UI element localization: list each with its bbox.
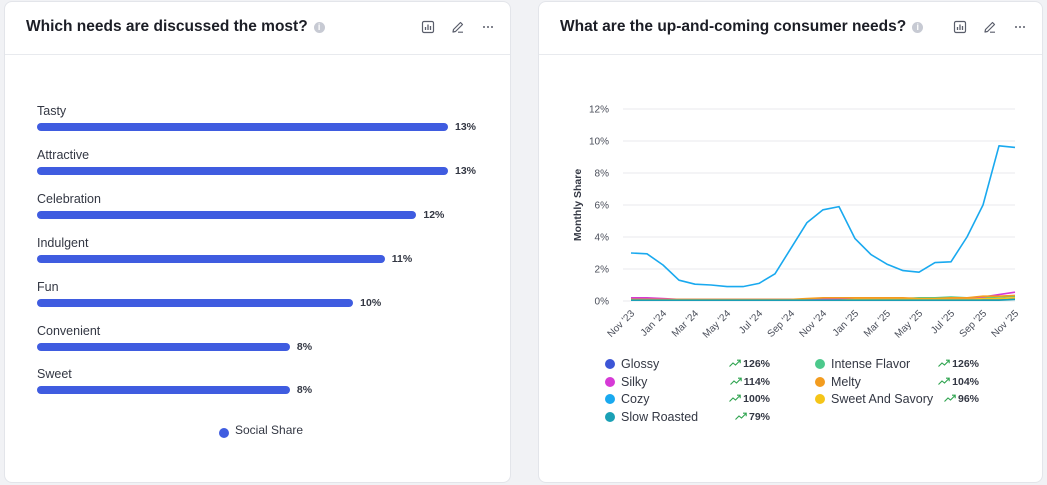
bar[interactable] [37,166,448,175]
x-tick-label: Nov '23 [606,308,638,340]
legend-label-intense-flavor[interactable]: Intense Flavor [831,357,911,371]
bar-label: Indulgent [37,235,89,250]
card-title: Which needs are discussed the most? i [26,18,325,36]
legend-label-social-share: Social Share [235,423,304,437]
upcoming-needs-card: What are the up-and-coming consumer need… [538,1,1043,483]
y-tick-label: 2% [595,265,610,276]
legend-growth-cozy: 100% [729,393,770,405]
bar[interactable] [37,254,385,263]
legend-label-silky[interactable]: Silky [621,374,648,389]
legend-label-slow-roasted[interactable]: Slow Roasted [621,410,699,425]
legend-growth-silky: 114% [729,376,770,388]
legend-growth-intense-flavor: 126% [938,358,979,370]
bar-value-label: 11% [391,252,413,265]
y-tick-label: 12% [589,105,609,116]
legend-swatch-silky [605,376,615,387]
y-tick-label: 4% [595,233,610,244]
legend-swatch-social-share [219,428,229,438]
bar-value-label: 13% [455,121,477,133]
legend-growth-glossy: 126% [729,358,770,370]
bar-label: Tasty [37,104,67,118]
legend-swatch-melty [815,376,825,387]
y-tick-label: 0% [595,297,610,308]
legend-swatch-slow-roasted [605,412,615,423]
bar[interactable] [37,298,354,307]
x-tick-label: Mar '24 [670,308,701,339]
card-actions [420,19,496,35]
x-tick-label: Jul '25 [929,308,957,336]
bar-value-label: 13% [455,164,477,177]
bar-label: Sweet [37,367,72,382]
series-line-slow-roasted[interactable] [631,298,1016,301]
bar-label: Celebration [37,191,101,206]
legend-label-cozy[interactable]: Cozy [621,392,650,407]
legend-growth-slow-roasted: 79% [735,411,770,423]
x-tick-label: Jul '24 [737,308,765,336]
legend-growth-melty: 104% [938,376,979,388]
chart-type-icon[interactable] [420,19,436,35]
legend-label-sweet-and-savory[interactable]: Sweet And Savory [831,392,934,407]
x-tick-label: May '25 [893,308,926,341]
bar-label: Fun [37,279,59,294]
x-tick-label: Jan '25 [831,308,862,339]
card-title: What are the up-and-coming consumer need… [560,18,924,36]
legend-label-melty[interactable]: Melty [831,374,861,389]
x-tick-label: Mar '25 [862,308,893,339]
y-axis-label: Monthly Share [572,169,584,242]
legend-swatch-sweet-and-savory [815,394,825,405]
y-tick-label: 6% [595,201,610,212]
bar-value-label: 8% [296,384,313,397]
bar-value-label: 8% [296,340,313,353]
bar-value-label: 10% [360,296,382,309]
legend-label-glossy[interactable]: Glossy [621,357,660,371]
bar[interactable] [37,210,417,219]
edit-icon[interactable] [450,19,466,35]
y-tick-label: 8% [595,169,610,180]
legend-swatch-intense-flavor [815,359,825,369]
card-header: What are the up-and-coming consumer need… [539,2,1042,55]
card-header: Which needs are discussed the most? i [5,2,510,55]
bar[interactable] [37,342,290,351]
bar[interactable] [37,123,448,131]
x-tick-label: Nov '25 [990,308,1022,340]
info-icon[interactable]: i [912,22,924,33]
more-options-icon[interactable] [480,19,496,35]
legend-swatch-cozy [605,394,615,405]
x-tick-label: Jan '24 [639,308,670,339]
needs-discussed-card: Which needs are discussed the most? i Tas… [4,1,511,483]
info-icon[interactable]: i [313,22,325,33]
bar-value-label: 12% [423,208,445,221]
x-tick-label: Nov '24 [798,308,830,340]
series-line-cozy[interactable] [630,145,1016,288]
chart-type-icon[interactable] [952,19,968,35]
more-options-icon[interactable] [1012,19,1028,35]
edit-icon[interactable] [982,19,998,35]
legend-swatch-glossy [605,359,615,369]
bar-label: Convenient [37,323,101,338]
bar-label: Attractive [37,147,90,162]
x-tick-label: Sep '25 [958,308,990,340]
x-tick-label: Sep '24 [766,308,798,340]
card-actions [952,19,1028,35]
bar[interactable] [37,386,290,395]
y-tick-label: 10% [589,137,609,148]
x-tick-label: May '24 [701,308,734,341]
legend-growth-sweet-and-savory: 96% [944,393,979,405]
